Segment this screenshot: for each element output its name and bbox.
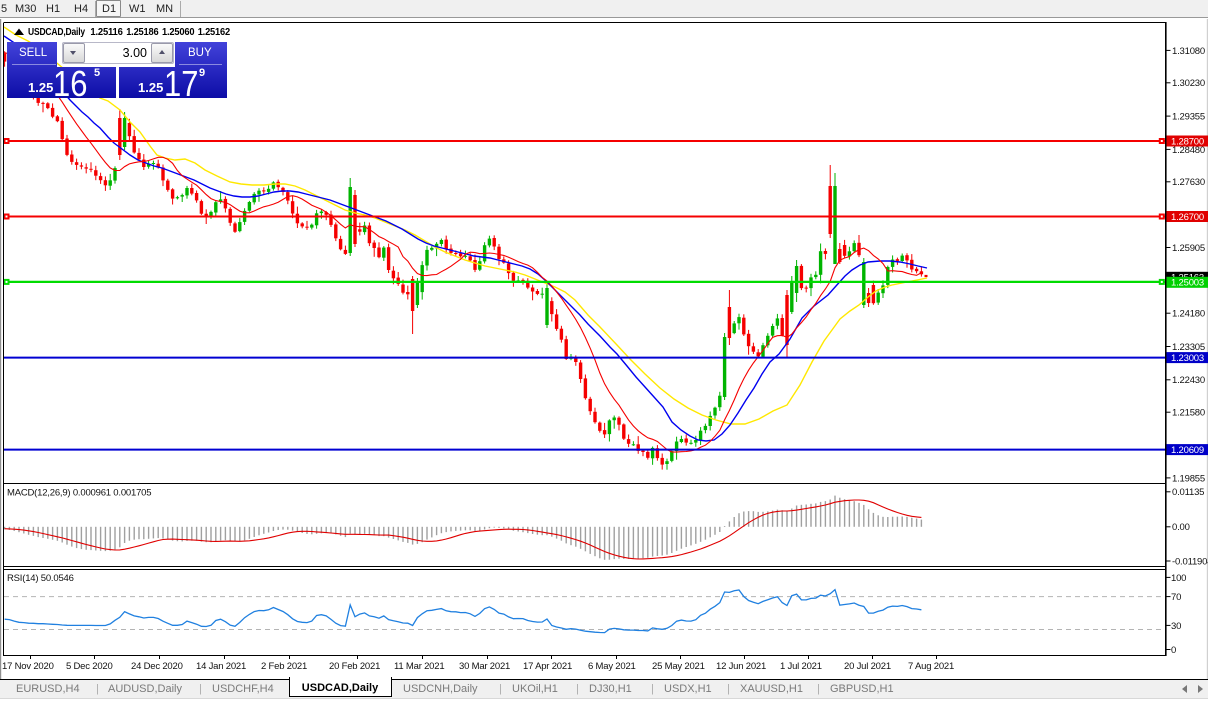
svg-text:USDCAD,Daily: USDCAD,Daily <box>28 27 86 38</box>
svg-text:1.26700: 1.26700 <box>1171 212 1204 223</box>
svg-text:1.22430: 1.22430 <box>1172 375 1205 386</box>
svg-text:1.27630: 1.27630 <box>1172 177 1205 188</box>
svg-text:1.31080: 1.31080 <box>1172 46 1205 57</box>
svg-text:0.01135: 0.01135 <box>1172 487 1204 498</box>
svg-text:1.28480: 1.28480 <box>1172 145 1205 156</box>
svg-text:24 Dec 2020: 24 Dec 2020 <box>131 661 183 672</box>
svg-text:1.28700: 1.28700 <box>1171 136 1204 147</box>
svg-text:1 Jul 2021: 1 Jul 2021 <box>780 661 822 672</box>
svg-text:70: 70 <box>1171 592 1181 603</box>
svg-text:1.24180: 1.24180 <box>1172 309 1205 320</box>
svg-text:6 May 2021: 6 May 2021 <box>588 661 636 672</box>
svg-text:14 Jan 2021: 14 Jan 2021 <box>196 661 246 672</box>
svg-text:1.25116: 1.25116 <box>90 27 123 38</box>
svg-text:20 Jul 2021: 20 Jul 2021 <box>844 661 891 672</box>
svg-text:30 Mar 2021: 30 Mar 2021 <box>459 661 510 672</box>
svg-text:7 Aug 2021: 7 Aug 2021 <box>908 661 954 672</box>
svg-text:25 May 2021: 25 May 2021 <box>652 661 705 672</box>
svg-text:1.30230: 1.30230 <box>1172 78 1205 89</box>
svg-text:1.25186: 1.25186 <box>126 27 159 38</box>
svg-text:1.20609: 1.20609 <box>1171 445 1204 456</box>
svg-text:1.23003: 1.23003 <box>1171 353 1204 364</box>
svg-text:20 Feb 2021: 20 Feb 2021 <box>329 661 380 672</box>
svg-text:5 Dec 2020: 5 Dec 2020 <box>66 661 113 672</box>
svg-text:1.25162: 1.25162 <box>198 27 231 38</box>
svg-text:1.25060: 1.25060 <box>162 27 195 38</box>
svg-text:RSI(14) 50.0546: RSI(14) 50.0546 <box>7 573 74 584</box>
svg-text:12 Jun 2021: 12 Jun 2021 <box>716 661 766 672</box>
svg-text:1.29355: 1.29355 <box>1172 112 1205 123</box>
svg-text:0: 0 <box>1171 645 1176 656</box>
svg-text:11 Mar 2021: 11 Mar 2021 <box>394 661 444 672</box>
svg-text:30: 30 <box>1171 621 1181 632</box>
svg-text:17 Apr 2021: 17 Apr 2021 <box>523 661 572 672</box>
svg-text:0.00: 0.00 <box>1172 522 1190 533</box>
svg-text:1.23305: 1.23305 <box>1172 342 1205 353</box>
svg-text:MACD(12,26,9) 0.000961 0.00170: MACD(12,26,9) 0.000961 0.001705 <box>7 488 151 499</box>
svg-text:100: 100 <box>1171 573 1186 584</box>
svg-text:1.21580: 1.21580 <box>1172 408 1205 419</box>
svg-text:1.25905: 1.25905 <box>1172 243 1205 254</box>
svg-text:1.19855: 1.19855 <box>1172 473 1205 484</box>
svg-text:17 Nov 2020: 17 Nov 2020 <box>2 661 54 672</box>
svg-text:2 Feb 2021: 2 Feb 2021 <box>261 661 307 672</box>
svg-text:-0.011904: -0.011904 <box>1172 556 1208 567</box>
svg-text:1.25003: 1.25003 <box>1171 278 1204 289</box>
